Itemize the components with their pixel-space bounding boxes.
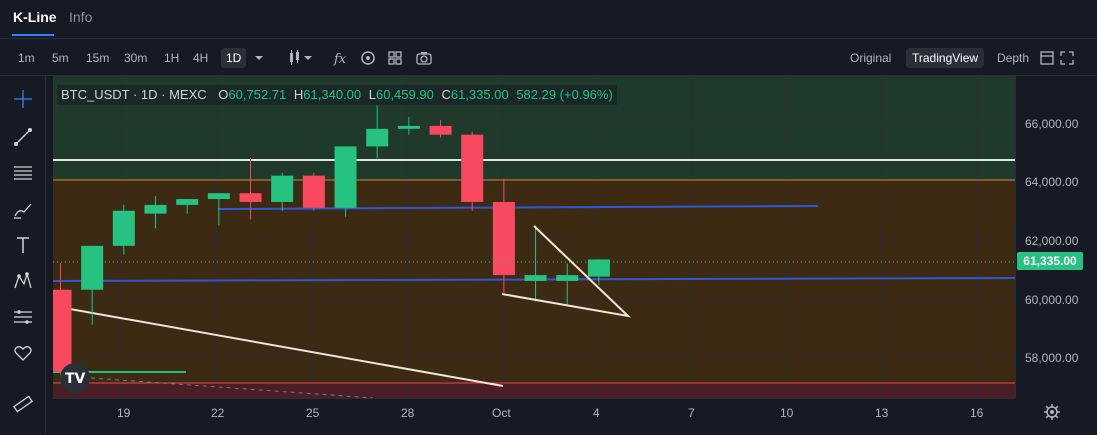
candle-type-icon[interactable] xyxy=(287,48,315,68)
time-tick: 19 xyxy=(117,406,131,420)
price-tick: 66,000.00 xyxy=(1025,117,1079,131)
legend-change: 582.29 (+0.96%) xyxy=(516,87,613,102)
candle-down[interactable] xyxy=(302,175,325,208)
heart-icon[interactable] xyxy=(12,342,34,364)
chart-toolbar: 1m 5m 15m 30m 1H 4H 1D fx Original Tradi… xyxy=(0,39,1097,104)
text-icon[interactable] xyxy=(12,234,34,256)
layout-grid-icon[interactable] xyxy=(387,48,403,68)
time-tick: 13 xyxy=(875,406,889,420)
interval-1m[interactable]: 1m xyxy=(18,51,35,65)
legend-low-key: L xyxy=(368,87,376,102)
brush-icon[interactable] xyxy=(12,199,34,221)
current-price-badge: 61,335.00 xyxy=(1017,252,1083,270)
fullscreen-icon[interactable] xyxy=(1059,48,1075,68)
candle-down[interactable] xyxy=(492,201,515,276)
candle-up[interactable] xyxy=(366,128,389,147)
price-tick: 62,000.00 xyxy=(1025,234,1079,248)
measure-icon[interactable] xyxy=(12,306,34,328)
interval-dropdown-chevron-down-icon[interactable] xyxy=(254,48,264,68)
trendline-icon[interactable] xyxy=(12,126,34,148)
tab-info[interactable]: Info xyxy=(69,9,93,25)
legend-close: 61,335.00 xyxy=(450,87,509,102)
chart-canvas[interactable] xyxy=(49,76,1016,399)
interval-5m[interactable]: 5m xyxy=(52,51,69,65)
trendline-descending[interactable] xyxy=(52,305,504,387)
pattern-icon[interactable] xyxy=(12,270,34,292)
legend-symbol: BTC_USDT · 1D · MEXC xyxy=(61,87,207,102)
price-tick: 58,000.00 xyxy=(1025,351,1079,365)
camera-icon[interactable] xyxy=(415,48,433,68)
view-depth[interactable]: Depth xyxy=(997,51,1030,65)
candle-up[interactable] xyxy=(112,210,135,246)
view-tradingview[interactable]: TradingView xyxy=(906,48,985,68)
interval-15m[interactable]: 15m xyxy=(86,51,110,65)
candle-up[interactable] xyxy=(397,125,420,129)
time-tick: 22 xyxy=(211,406,225,420)
gear-icon[interactable] xyxy=(1043,403,1061,424)
interval-1h[interactable]: 1H xyxy=(164,51,180,65)
legend-close-key: C xyxy=(441,87,451,102)
legend-low: 60,459.90 xyxy=(375,87,434,102)
triangle-pattern[interactable] xyxy=(501,225,632,318)
drawing-toolbar xyxy=(0,76,46,434)
active-tab-indicator xyxy=(12,34,54,36)
candle-up[interactable] xyxy=(144,204,167,214)
view-original[interactable]: Original xyxy=(850,51,892,65)
tab-bar: K-Line Info xyxy=(0,0,1097,39)
time-tick: 7 xyxy=(688,406,695,420)
candle-up[interactable] xyxy=(587,259,610,277)
legend-high: 61,340.00 xyxy=(303,87,362,102)
interval-1d[interactable]: 1D xyxy=(221,48,247,68)
time-tick: 25 xyxy=(306,406,320,420)
indicators-fx-icon[interactable]: fx xyxy=(333,48,349,68)
svg-text:TV: TV xyxy=(65,371,86,387)
time-tick: 16 xyxy=(970,406,984,420)
candle-down[interactable] xyxy=(429,125,452,135)
svg-text:fx: fx xyxy=(333,52,347,67)
time-tick: 28 xyxy=(401,406,415,420)
fib-icon[interactable] xyxy=(12,162,34,184)
candle-up[interactable] xyxy=(81,245,104,290)
time-tick: 10 xyxy=(780,406,794,420)
tradingview-logo-icon[interactable]: TV xyxy=(60,363,90,393)
chart-legend: BTC_USDT · 1D · MEXC O60,752.71 H61,340.… xyxy=(57,85,617,105)
time-tick: 4 xyxy=(593,406,600,420)
candle-down[interactable] xyxy=(461,134,484,202)
time-axis[interactable] xyxy=(53,398,1015,435)
candle-down[interactable] xyxy=(239,193,262,202)
candle-up[interactable] xyxy=(524,275,547,281)
interval-4h[interactable]: 4H xyxy=(193,51,209,65)
gridlines xyxy=(53,76,1015,398)
price-tick: 64,000.00 xyxy=(1025,175,1079,189)
price-axis[interactable] xyxy=(1015,76,1097,398)
legend-high-key: H xyxy=(293,87,304,102)
candle-up[interactable] xyxy=(334,146,357,208)
templates-icon[interactable] xyxy=(360,48,376,68)
interval-30m[interactable]: 30m xyxy=(124,51,148,65)
legend-open-key: O xyxy=(218,87,229,102)
support-zone xyxy=(53,383,1015,398)
price-tick: 60,000.00 xyxy=(1025,293,1079,307)
candle-up[interactable] xyxy=(176,199,199,205)
candle-up[interactable] xyxy=(556,275,579,281)
ruler-icon[interactable] xyxy=(12,393,34,415)
tab-kline[interactable]: K-Line xyxy=(13,9,57,25)
price-chart[interactable] xyxy=(49,76,1016,399)
candle-up[interactable] xyxy=(207,193,230,200)
candle-up[interactable] xyxy=(271,175,294,202)
trendline-dashed[interactable] xyxy=(90,377,374,399)
window-layout-icon[interactable] xyxy=(1039,48,1055,68)
candles xyxy=(49,105,610,381)
trendline-blue-upper[interactable] xyxy=(217,205,819,210)
legend-open: 60,752.71 xyxy=(228,87,287,102)
crosshair-icon[interactable] xyxy=(12,88,34,110)
candle-down[interactable] xyxy=(49,289,72,372)
time-tick: Oct xyxy=(492,406,511,420)
